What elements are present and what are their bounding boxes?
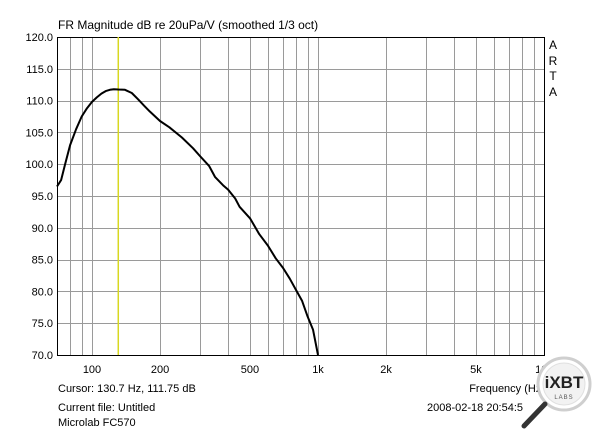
series-line — [56, 88, 319, 356]
brand-letter: A — [548, 84, 557, 99]
tick-labels: 70.0 75.0 80.0 85.0 90.0 95.0 100.0 105.0 110.0 1… — [25, 32, 553, 376]
brand-letter: T — [549, 69, 557, 83]
x-tick-label: 2k — [380, 364, 392, 376]
y-tick-label: 70.0 — [32, 350, 53, 362]
y-tick-label: 100.0 — [25, 159, 53, 171]
y-tick-label: 95.0 — [32, 191, 53, 203]
current-file-readout: Current file: Untitled — [58, 402, 156, 414]
device-name: Microlab FC570 — [58, 417, 136, 429]
x-axis-label: Frequency (Hz) — [469, 383, 545, 395]
y-tick-label: 80.0 — [32, 286, 53, 298]
ixbt-labs-logo: iXBT LABS — [518, 352, 596, 430]
brand-letter: R — [548, 53, 558, 68]
x-tick-label: 500 — [241, 364, 259, 376]
y-tick-label: 115.0 — [26, 64, 53, 76]
y-tick-label: 90.0 — [32, 223, 53, 235]
brand-vertical-label: A R T A — [548, 38, 558, 100]
x-tick-label: 5k — [470, 364, 482, 376]
plot-frame — [57, 37, 545, 356]
cursor-readout: Cursor: 130.7 Hz, 111.75 dB — [58, 383, 196, 395]
brand-letter: A — [548, 38, 557, 52]
y-tick-label: 75.0 — [32, 318, 53, 330]
logo-subtext: LABS — [554, 395, 573, 401]
y-tick-label: 105.0 — [25, 127, 53, 139]
grid — [57, 37, 545, 356]
x-tick-label: 100 — [83, 364, 101, 376]
chart-title: FR Magnitude dB re 20uPa/V (smoothed 1/3… — [58, 18, 319, 32]
logo-text: iXBT — [545, 373, 584, 392]
date-readout: 2008-02-18 20:54:5 — [427, 402, 524, 414]
y-tick-label: 120.0 — [25, 32, 53, 44]
x-tick-label: 1k — [312, 364, 324, 376]
x-tick-label: 200 — [151, 364, 169, 376]
y-tick-label: 110.0 — [26, 96, 53, 108]
y-tick-label: 85.0 — [32, 255, 53, 267]
